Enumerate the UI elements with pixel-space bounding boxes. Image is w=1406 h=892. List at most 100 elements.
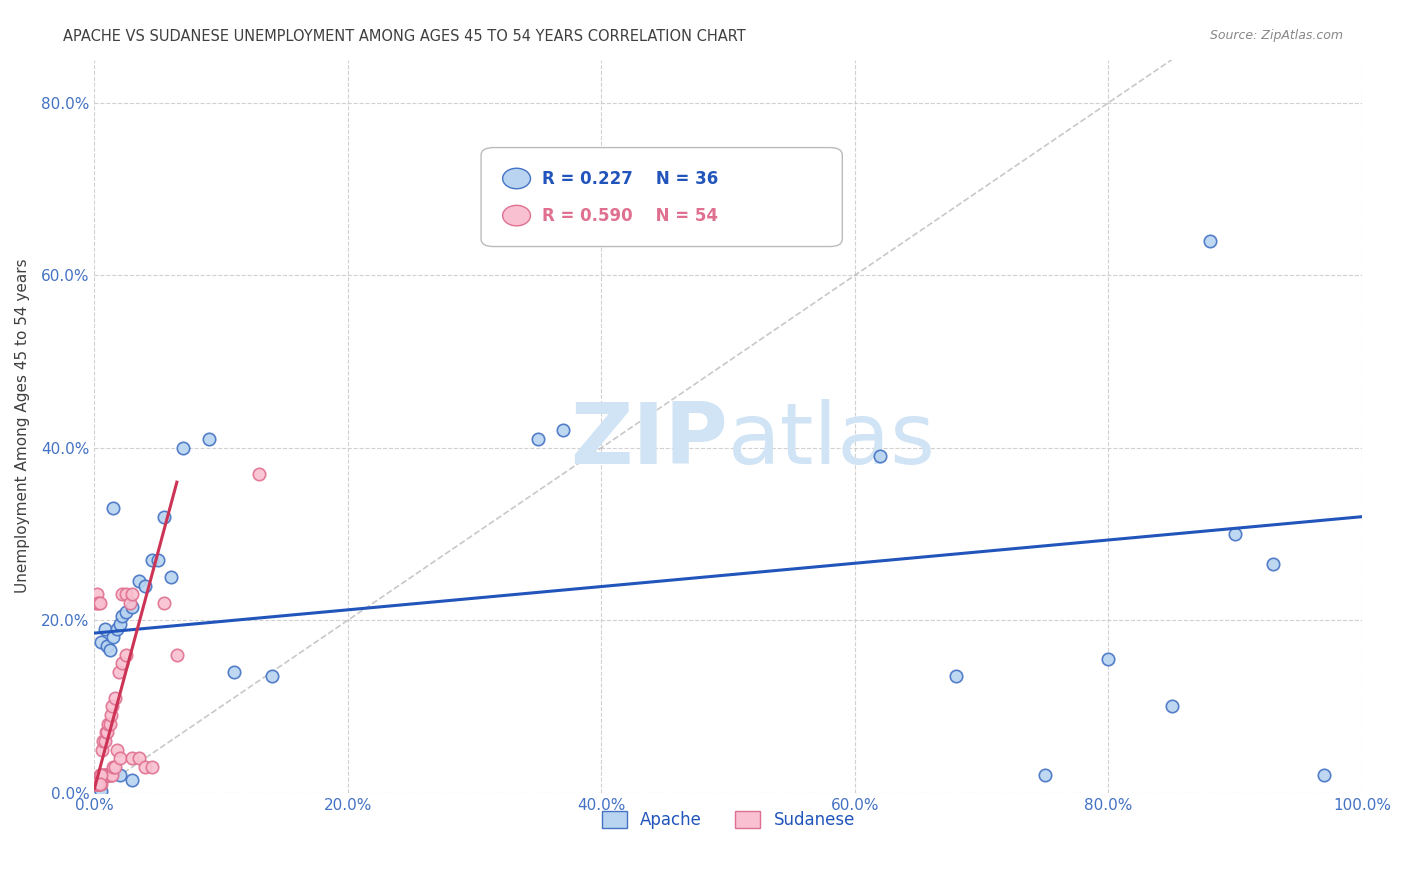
Point — [84, 777, 107, 791]
Point — [1160, 699, 1182, 714]
Point — [86, 777, 108, 791]
Point — [86, 777, 108, 791]
Point — [86, 777, 108, 791]
Point — [98, 768, 121, 782]
Point — [172, 441, 194, 455]
Point — [89, 777, 111, 791]
Point — [121, 772, 143, 787]
Point — [90, 777, 112, 791]
Point — [91, 742, 114, 756]
Point — [121, 751, 143, 765]
Ellipse shape — [502, 169, 530, 189]
Point — [96, 768, 118, 782]
Point — [153, 596, 176, 610]
Point — [108, 768, 131, 782]
Point — [121, 600, 143, 615]
Point — [1263, 557, 1285, 571]
Point — [93, 734, 115, 748]
Point — [115, 605, 138, 619]
Point — [84, 777, 107, 791]
Point — [945, 669, 967, 683]
Point — [84, 777, 107, 791]
Point — [159, 570, 181, 584]
Point — [93, 768, 115, 782]
Point — [100, 768, 122, 782]
Point — [128, 574, 150, 589]
Point — [247, 467, 270, 481]
Point — [104, 760, 127, 774]
FancyBboxPatch shape — [481, 147, 842, 246]
Point — [91, 768, 114, 782]
Point — [1199, 234, 1222, 248]
Text: Source: ZipAtlas.com: Source: ZipAtlas.com — [1209, 29, 1343, 42]
Point — [101, 768, 124, 782]
Point — [527, 432, 550, 446]
Point — [153, 509, 176, 524]
Point — [89, 777, 111, 791]
Ellipse shape — [502, 205, 530, 226]
Point — [101, 699, 124, 714]
Point — [260, 669, 283, 683]
Point — [141, 760, 163, 774]
Point — [93, 768, 115, 782]
Y-axis label: Unemployment Among Ages 45 to 54 years: Unemployment Among Ages 45 to 54 years — [15, 259, 30, 593]
Point — [134, 760, 156, 774]
Point — [96, 639, 118, 653]
Point — [1097, 652, 1119, 666]
Point — [103, 501, 125, 516]
Point — [93, 622, 115, 636]
Point — [121, 587, 143, 601]
Point — [98, 643, 121, 657]
Point — [97, 716, 120, 731]
Text: R = 0.590    N = 54: R = 0.590 N = 54 — [541, 207, 718, 225]
Point — [103, 631, 125, 645]
Point — [108, 751, 131, 765]
Point — [90, 784, 112, 798]
Point — [96, 725, 118, 739]
Point — [118, 596, 141, 610]
Point — [98, 716, 121, 731]
Point — [94, 768, 117, 782]
Point — [86, 587, 108, 601]
Legend: Apache, Sudanese: Apache, Sudanese — [595, 804, 862, 836]
Point — [869, 450, 891, 464]
Point — [89, 596, 111, 610]
Point — [108, 617, 131, 632]
Point — [222, 665, 245, 679]
Point — [146, 553, 169, 567]
Point — [1313, 768, 1336, 782]
Point — [89, 768, 111, 782]
Point — [93, 734, 115, 748]
Point — [1225, 527, 1247, 541]
Point — [111, 657, 134, 671]
Point — [87, 777, 110, 791]
Point — [97, 768, 120, 782]
Point — [87, 777, 110, 791]
Point — [111, 587, 134, 601]
Point — [105, 622, 128, 636]
Point — [166, 648, 188, 662]
Point — [197, 432, 219, 446]
Point — [107, 665, 129, 679]
Point — [105, 742, 128, 756]
Point — [134, 579, 156, 593]
Point — [115, 648, 138, 662]
Point — [94, 725, 117, 739]
Point — [141, 553, 163, 567]
Text: R = 0.227    N = 36: R = 0.227 N = 36 — [541, 169, 718, 187]
Point — [103, 760, 125, 774]
Text: ZIP: ZIP — [571, 400, 728, 483]
Point — [128, 751, 150, 765]
Point — [84, 596, 107, 610]
Point — [104, 690, 127, 705]
Text: APACHE VS SUDANESE UNEMPLOYMENT AMONG AGES 45 TO 54 YEARS CORRELATION CHART: APACHE VS SUDANESE UNEMPLOYMENT AMONG AG… — [63, 29, 747, 44]
Point — [90, 634, 112, 648]
Point — [100, 708, 122, 723]
Point — [90, 768, 112, 782]
Point — [87, 596, 110, 610]
Point — [553, 424, 575, 438]
Point — [1033, 768, 1056, 782]
Text: atlas: atlas — [728, 400, 936, 483]
Point — [96, 768, 118, 782]
Point — [115, 587, 138, 601]
